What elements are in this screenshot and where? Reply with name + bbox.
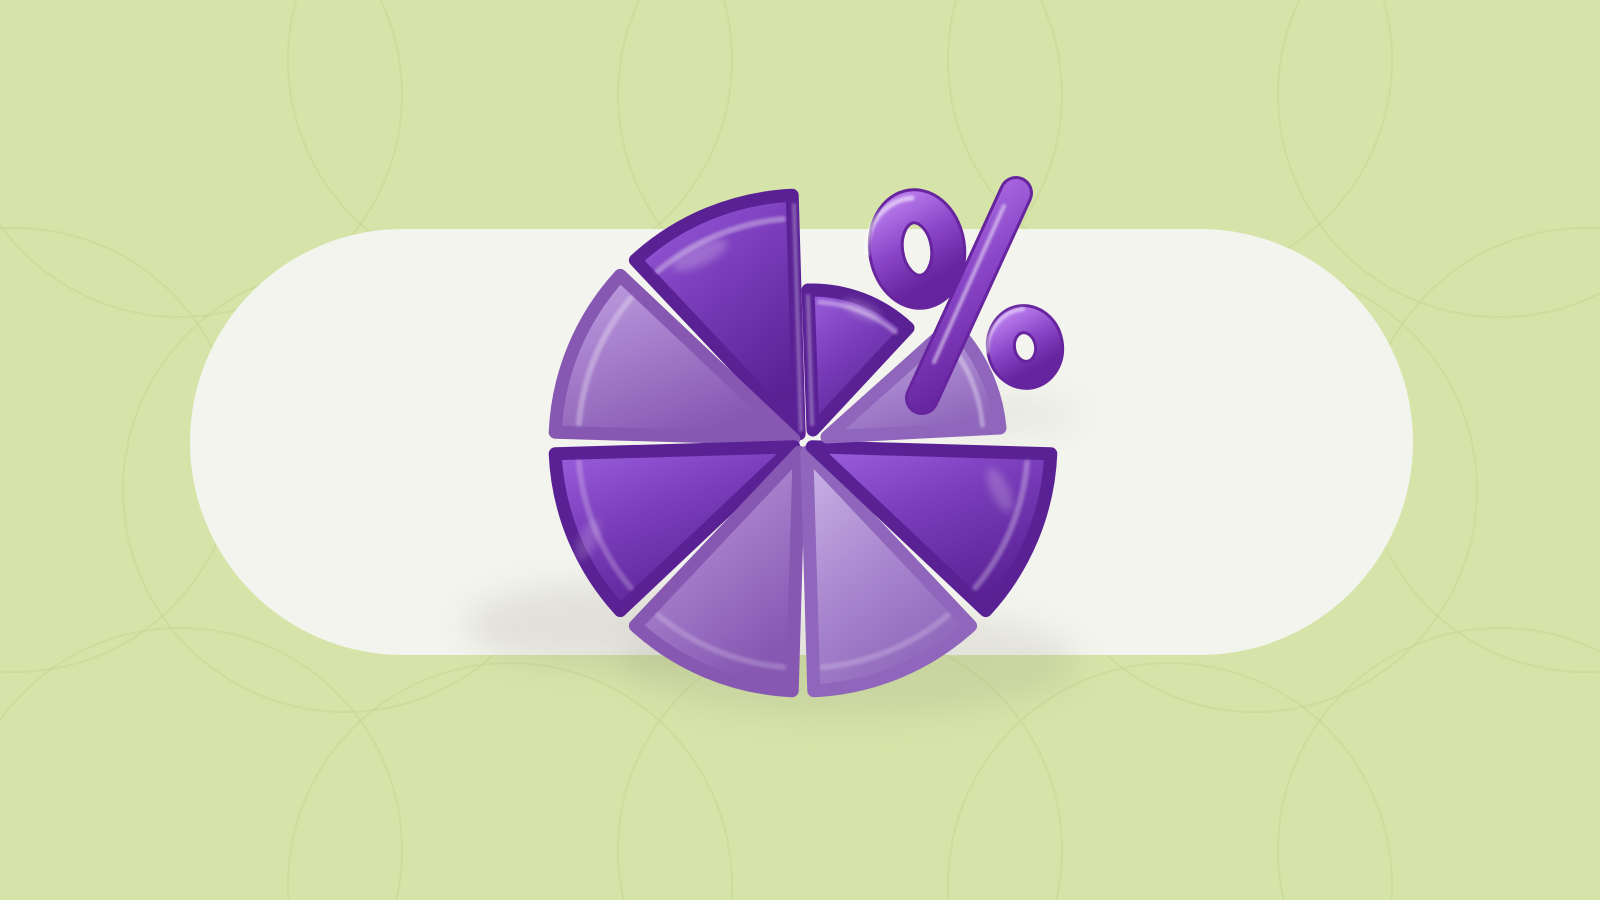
slice-glint [655,216,786,274]
specular-spot [575,519,601,561]
specular-spot [986,467,1014,513]
percent-ring-top-body [870,191,964,307]
bg-ring [947,662,1393,900]
bg-ring [287,662,733,900]
slice-glint [972,459,1031,591]
slice-glint [655,612,787,671]
slice-highlights [575,203,1031,671]
bg-ring [0,627,403,900]
bg-ring [1277,0,1600,318]
slice-glint [575,295,634,427]
percent-icon [864,176,1065,415]
percent-ring-bottom-body [988,307,1062,387]
pie-chart-illustration [548,188,1058,698]
bg-ring [0,0,403,318]
slice-speculars [575,239,1014,561]
bg-ring [1277,627,1600,900]
percent-glint [984,307,1025,354]
slice-edge-light [806,294,814,426]
slice-edge-light [792,203,803,432]
specular-spot [672,239,728,271]
percent-slash-body [908,179,1030,412]
percent-glints [864,195,1025,364]
slice-glint [819,612,951,671]
specular-spot [843,299,881,321]
percent-glint [932,204,1006,364]
percent-glint [864,195,915,257]
capsule-panel [190,229,1413,655]
